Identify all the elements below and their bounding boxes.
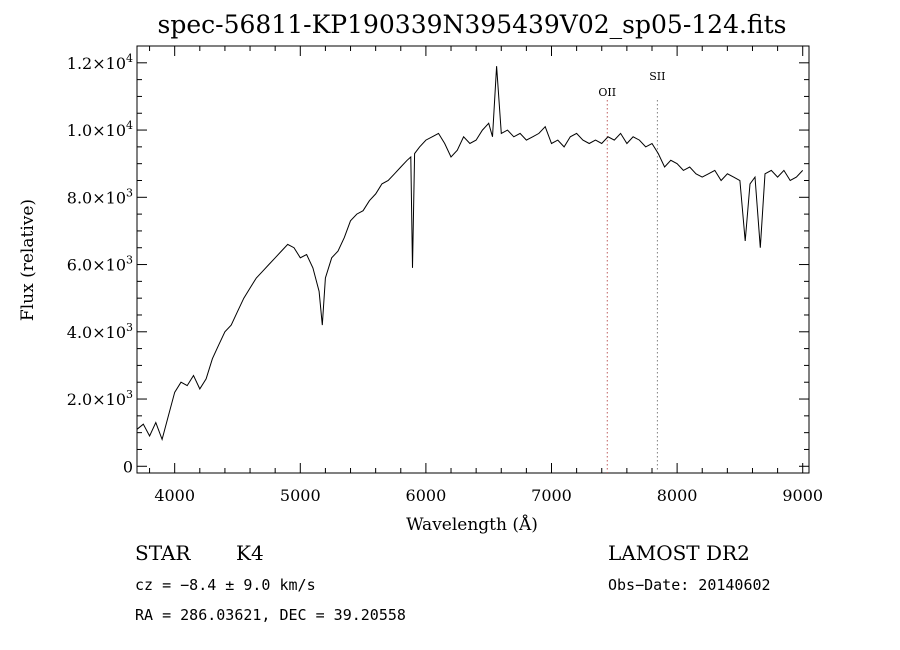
object-subclass: K4 bbox=[236, 541, 264, 565]
x-tick-label: 8000 bbox=[657, 486, 698, 505]
y-tick-label: 8.0×103 bbox=[67, 186, 133, 207]
y-tick-label: 1.0×104 bbox=[67, 119, 133, 140]
chart-title: spec-56811-KP190339N395439V02_sp05-124.f… bbox=[158, 10, 787, 39]
survey-name: LAMOST DR2 bbox=[608, 541, 750, 565]
observation-date: Obs−Date: 20140602 bbox=[608, 576, 771, 594]
coordinates: RA = 286.03621, DEC = 39.20558 bbox=[135, 606, 406, 624]
x-tick-label: 5000 bbox=[280, 486, 321, 505]
line-id-label: OII bbox=[598, 86, 616, 99]
x-tick-label: 4000 bbox=[154, 486, 195, 505]
y-tick-label: 4.0×103 bbox=[67, 321, 133, 342]
x-tick-label: 7000 bbox=[531, 486, 572, 505]
y-tick-labels: 0 2.0×103 4.0×103 6.0×103 8.0×103 1.0×104 1.2×… bbox=[67, 52, 133, 476]
y-tick-label: 2.0×103 bbox=[67, 388, 133, 409]
object-class: STAR bbox=[135, 541, 191, 565]
redshift-velocity: cz = −8.4 ± 9.0 km/s bbox=[135, 576, 316, 594]
x-tick-labels: 4000 5000 6000 7000 8000 9000 bbox=[154, 486, 823, 505]
spectrum-line bbox=[136, 66, 804, 442]
plot-area: OII SII bbox=[136, 45, 810, 474]
line-id-label: SII bbox=[649, 70, 665, 83]
x-tick-label: 6000 bbox=[406, 486, 447, 505]
x-axis-label: Wavelength (Å) bbox=[406, 514, 538, 535]
x-tick-label: 9000 bbox=[782, 486, 823, 505]
plot-frame bbox=[136, 45, 810, 474]
axis-ticks bbox=[137, 46, 809, 473]
y-axis-label: Flux (relative) bbox=[18, 199, 38, 321]
y-tick-label: 1.2×104 bbox=[67, 52, 133, 73]
line-identifications: OII SII bbox=[598, 70, 666, 473]
y-tick-label: 6.0×103 bbox=[67, 254, 133, 275]
y-tick-label: 0 bbox=[123, 457, 133, 476]
